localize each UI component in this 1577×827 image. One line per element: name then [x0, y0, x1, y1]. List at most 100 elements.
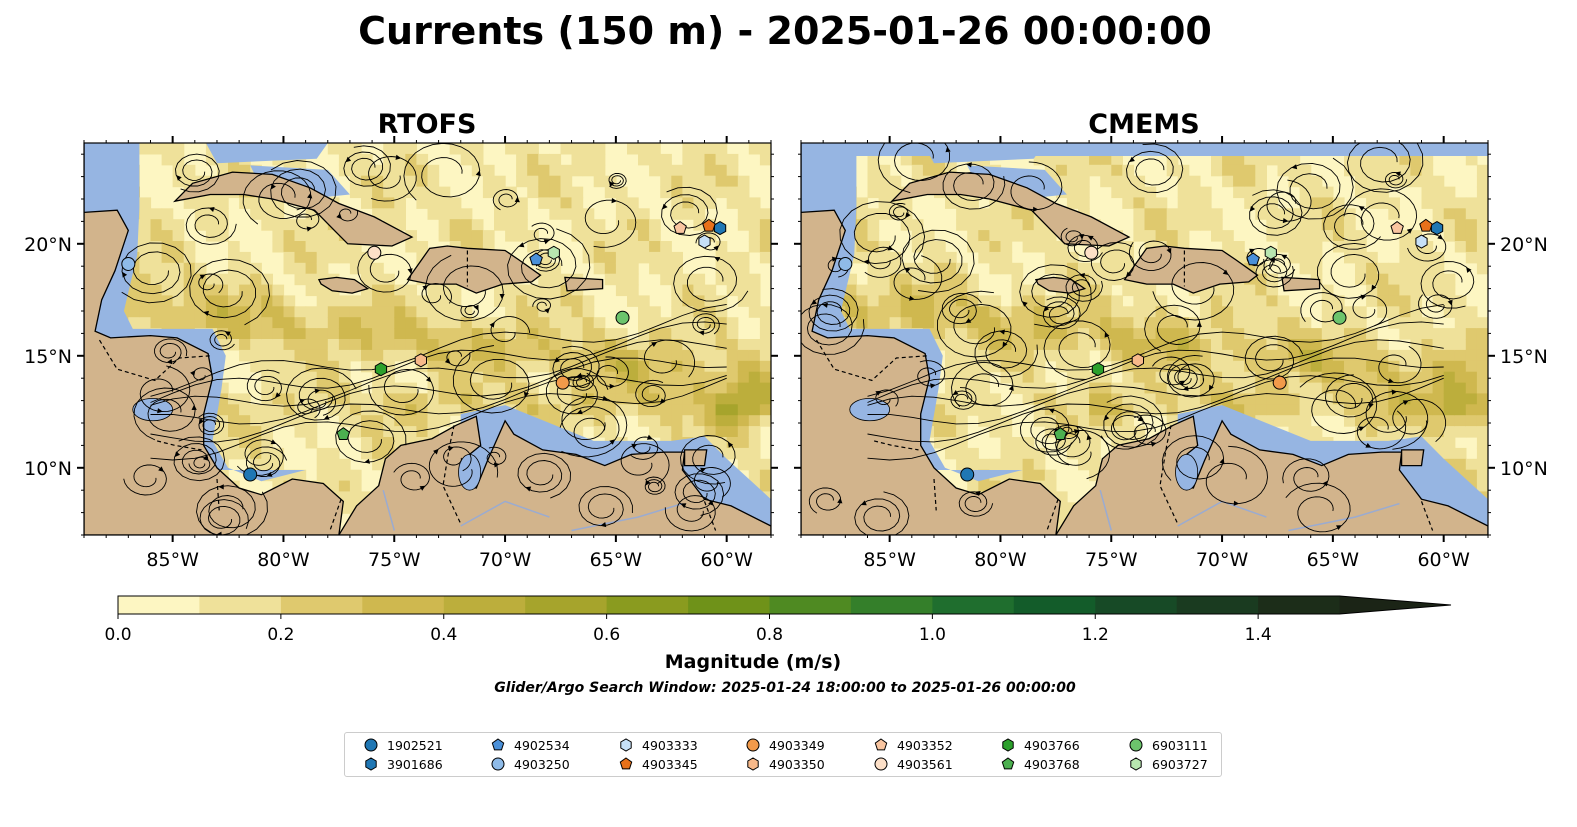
float-marker-4903349	[555, 375, 570, 390]
lat-tick-label: 15°N	[24, 346, 72, 368]
legend-marker	[365, 757, 377, 771]
float-marker-6903111	[1332, 310, 1347, 325]
float-markers	[838, 218, 1444, 482]
lon-tick-label: 65°W	[1307, 549, 1360, 571]
float-markers	[121, 218, 727, 482]
float-marker-1902521	[243, 467, 258, 482]
legend-marker	[1002, 738, 1014, 752]
legend-marker	[874, 757, 888, 771]
lat-tick-label: 15°N	[1500, 346, 1548, 368]
pentagon-marker-icon	[619, 757, 633, 770]
legend-label: 1902521	[387, 737, 443, 753]
float-marker-4902534	[529, 252, 543, 266]
circle-marker-icon	[1129, 738, 1143, 752]
legend-item-4903333: 4903333	[618, 737, 698, 753]
lon-tick-label: 75°W	[1085, 549, 1138, 571]
legend-label: 4903345	[642, 756, 698, 772]
float-marker-4903352	[673, 220, 687, 234]
panel-title-rtofs: RTOFS	[378, 109, 477, 140]
colorbar-tick-label: 1.0	[919, 625, 946, 645]
colorbar-segment	[1095, 596, 1178, 614]
legend-marker	[747, 757, 759, 771]
legend-item-3901686: 3901686	[363, 756, 443, 772]
float-marker-3901686	[713, 221, 727, 236]
colorbar-tick-label: 0.8	[756, 625, 783, 645]
colorbar-tick-label: 0.0	[104, 625, 131, 645]
float-marker-3901686	[1430, 221, 1444, 236]
hexagon-marker-icon	[620, 738, 632, 752]
lon-tick-label: 85°W	[146, 549, 199, 571]
legend-item-4903561: 4903561	[873, 756, 953, 772]
legend-item-4903345: 4903345	[618, 756, 698, 772]
float-marker-4903345	[702, 218, 716, 232]
colorbar-segment	[769, 596, 852, 614]
legend-marker	[746, 738, 760, 752]
legend-label: 4903349	[769, 737, 825, 753]
legend-marker	[1129, 738, 1143, 752]
legend-item-4903250: 4903250	[490, 756, 570, 772]
legend-label: 4903352	[897, 737, 953, 753]
circle-marker-icon	[746, 738, 760, 752]
colorbar-segment	[525, 596, 608, 614]
lat-tick-label: 10°N	[1500, 458, 1548, 480]
float-marker-6903111	[615, 310, 630, 325]
float-marker-4903352	[1390, 220, 1404, 234]
colorbar-tick-label: 0.4	[430, 625, 457, 645]
float-marker-4903350	[1131, 353, 1144, 368]
legend-item-4903350: 4903350	[745, 756, 825, 772]
legend-label: 4903766	[1024, 737, 1080, 753]
legend-item-6903111: 6903111	[1128, 737, 1208, 753]
hexagon-marker-icon	[1130, 757, 1142, 771]
legend-label: 4902534	[514, 737, 570, 753]
panel-title-cmems: CMEMS	[1088, 109, 1199, 140]
lon-tick-label: 75°W	[368, 549, 421, 571]
circle-marker-icon	[874, 757, 888, 771]
lon-tick-label: 60°W	[1417, 549, 1470, 571]
legend-marker	[620, 738, 632, 752]
figure-title: Currents (150 m) - 2025-01-26 00:00:00	[358, 9, 1212, 53]
colorbar-tick-label: 1.4	[1245, 625, 1272, 645]
colorbar-segment	[1176, 596, 1259, 614]
legend-marker	[874, 738, 888, 751]
legend-marker	[364, 738, 378, 752]
lon-tick-label: 70°W	[1196, 549, 1249, 571]
legend-label: 3901686	[387, 756, 443, 772]
map-panel-rtofs	[84, 143, 771, 535]
map-frame-cmems	[800, 142, 1489, 536]
legend-label: 4903333	[642, 737, 698, 753]
colorbar: 0.0 0.2 0.4 0.6 0.8 1.0 1.2 1.4	[104, 595, 1452, 645]
search-window-note: Glider/Argo Search Window: 2025-01-24 18…	[494, 680, 1076, 696]
colorbar-segment	[688, 596, 770, 614]
legend-item-6903727: 6903727	[1128, 756, 1208, 772]
landmass	[801, 143, 1488, 535]
lon-tick-label: 80°W	[257, 549, 310, 571]
streamlines	[801, 143, 1475, 535]
legend-label: 4903768	[1024, 756, 1080, 772]
float-marker-4903561	[1084, 245, 1099, 260]
float-marker-4903333	[1415, 234, 1428, 249]
float-marker-4903768	[336, 427, 351, 440]
circle-marker-icon	[491, 757, 505, 771]
lat-tick-label: 10°N	[24, 458, 72, 480]
colorbar-segment	[199, 596, 282, 614]
legend-item-1902521: 1902521	[363, 737, 443, 753]
legend-item-4903768: 4903768	[1000, 756, 1080, 772]
map-axes: 85°W 80°W 75°W 70°W 65°W 60°W 10°N 15°N 20°N 85°W…	[24, 136, 1548, 571]
lon-tick-label: 65°W	[590, 549, 643, 571]
legend-marker	[1001, 757, 1015, 770]
colorbar-tick-label: 1.2	[1082, 625, 1109, 645]
map-panel-cmems	[801, 143, 1488, 535]
legend-marker	[491, 738, 505, 751]
float-marker-4903349	[1272, 375, 1287, 390]
float-marker-4902534	[1246, 252, 1260, 266]
lon-tick-label: 70°W	[479, 549, 532, 571]
map-frame-rtofs	[83, 142, 772, 536]
legend-label: 4903561	[897, 756, 953, 772]
lon-tick-label: 60°W	[700, 549, 753, 571]
colorbar-tick-label: 0.2	[267, 625, 294, 645]
colorbar-segment	[606, 596, 689, 614]
float-marker-4903766	[374, 362, 388, 377]
pentagon-marker-icon	[874, 738, 888, 751]
legend-item-4902534: 4902534	[490, 737, 570, 753]
